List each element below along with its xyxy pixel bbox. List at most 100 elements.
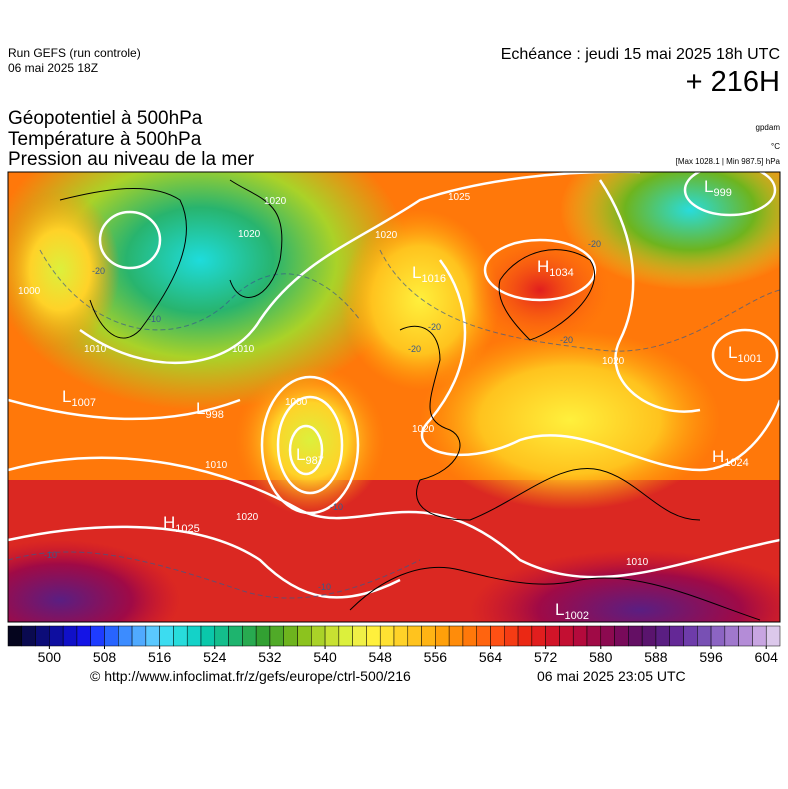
colorbar-swatch <box>614 625 629 647</box>
center-value: 999 <box>713 187 731 199</box>
center-letter: L <box>412 263 421 282</box>
colorbar-swatch <box>21 625 36 647</box>
center-letter: L <box>555 600 564 619</box>
isotherm-label: -10 <box>44 550 57 560</box>
colorbar-swatch <box>655 625 670 647</box>
isotherm-label: -20 <box>428 322 441 332</box>
colorbar-swatch <box>407 625 422 647</box>
colorbar-swatch <box>462 625 477 647</box>
colorbar-swatch <box>76 625 91 647</box>
center-value: 1034 <box>549 267 573 279</box>
pressure-center: H1024 <box>712 447 749 469</box>
title: Température à 500hPa <box>8 129 202 150</box>
isotherm-label: -20 <box>588 239 601 249</box>
colorbar-swatch <box>545 625 560 647</box>
colorbar-swatch <box>504 625 519 647</box>
colorbar-swatch <box>35 625 50 647</box>
map-field <box>8 172 780 622</box>
center-letter: H <box>537 257 549 276</box>
colorbar-swatch <box>90 625 105 647</box>
center-letter: H <box>163 513 175 532</box>
colorbar-swatch <box>173 625 188 647</box>
lead-time: + 216H <box>685 66 780 98</box>
colorbar-swatch <box>490 625 505 647</box>
title: Pression au niveau de la mer <box>8 149 255 170</box>
center-value: 1002 <box>564 610 588 622</box>
valid-time: Echéance : jeudi 15 mai 2025 18h UTC <box>500 46 780 63</box>
isobar-label: 1010 <box>232 344 255 355</box>
center-value: 987 <box>305 455 323 467</box>
unit: [Max 1028.1 | Min 987.5] hPa <box>675 157 780 166</box>
colorbar-swatch <box>352 625 367 647</box>
colorbar-swatch <box>214 625 229 647</box>
colorbar-swatch <box>393 625 409 647</box>
isobar-label: 1020 <box>264 196 287 207</box>
isobar-label: 1025 <box>448 192 471 203</box>
colorbar-tick-label: 524 <box>203 649 227 665</box>
pressure-center: L1016 <box>412 263 446 285</box>
isobar-label: 1010 <box>205 460 228 471</box>
colorbar-swatch <box>435 625 450 647</box>
colorbar-tick-label: 508 <box>93 649 117 665</box>
colorbar-swatch <box>297 625 312 647</box>
center-value: 1025 <box>175 523 199 535</box>
footer-time: 06 mai 2025 23:05 UTC <box>537 668 686 684</box>
colorbar-swatch <box>476 625 491 647</box>
center-letter: L <box>728 343 737 362</box>
colorbar-swatch <box>62 625 78 647</box>
colorbar-swatch <box>628 625 643 647</box>
colorbar-swatch <box>572 625 588 647</box>
colorbar-swatch <box>738 625 753 647</box>
colorbar-tick-label: 556 <box>424 649 448 665</box>
colorbar-swatch <box>338 625 353 647</box>
footer-source: © http://www.infoclimat.fr/z/gefs/europe… <box>90 668 411 684</box>
isobar-label: 1020 <box>375 230 398 241</box>
colorbar-tick-label: 548 <box>369 649 393 665</box>
pressure-center: H1034 <box>537 257 574 279</box>
isotherm-label: -10 <box>148 314 161 324</box>
colorbar-swatch <box>752 625 767 647</box>
center-value: 1001 <box>737 353 761 365</box>
colorbar-tick-label: 532 <box>258 649 282 665</box>
center-letter: H <box>712 447 724 466</box>
colorbar-swatch <box>379 625 395 647</box>
colorbar-tick-label: 500 <box>38 649 62 665</box>
colorbar-swatch <box>448 625 464 647</box>
colorbar-tick-label: 588 <box>644 649 668 665</box>
colorbar-tick-label: 516 <box>148 649 172 665</box>
colorbar-swatch <box>145 625 160 647</box>
colorbar-tick-label: 564 <box>479 649 503 665</box>
pressure-center: L1007 <box>62 387 96 409</box>
isobar-label: 1000 <box>18 286 41 297</box>
colorbar-swatch <box>324 625 340 647</box>
colorbar-tick-label: 604 <box>755 649 779 665</box>
center-letter: L <box>196 399 205 418</box>
colorbar-swatch <box>765 625 781 647</box>
colorbar-tick-label: 572 <box>534 649 558 665</box>
isobar-label: 1000 <box>285 397 308 408</box>
pressure-center: L1002 <box>555 600 589 622</box>
pressure-center: L999 <box>704 177 732 199</box>
colorbar-swatch <box>7 625 23 647</box>
center-letter: L <box>62 387 71 406</box>
colorbar-swatch <box>104 625 119 647</box>
colorbar-swatch <box>724 625 739 647</box>
colorbar-swatch <box>697 625 712 647</box>
colorbar-swatch <box>586 625 602 647</box>
colorbar-swatch <box>531 625 546 647</box>
colorbar-swatch <box>559 625 574 647</box>
isotherm-label: -10 <box>318 582 331 592</box>
isotherm-label: -20 <box>408 344 421 354</box>
colorbar-swatch <box>710 625 726 647</box>
center-value: 1024 <box>724 457 748 469</box>
colorbar-swatch <box>311 625 326 647</box>
colorbar-swatch <box>683 625 698 647</box>
colorbar-swatch <box>255 625 271 647</box>
isobar-label: 1020 <box>412 424 435 435</box>
isobar-label: 1010 <box>626 557 649 568</box>
center-value: 998 <box>205 409 223 421</box>
colorbar-swatch <box>669 625 684 647</box>
colorbar-swatch <box>366 625 381 647</box>
